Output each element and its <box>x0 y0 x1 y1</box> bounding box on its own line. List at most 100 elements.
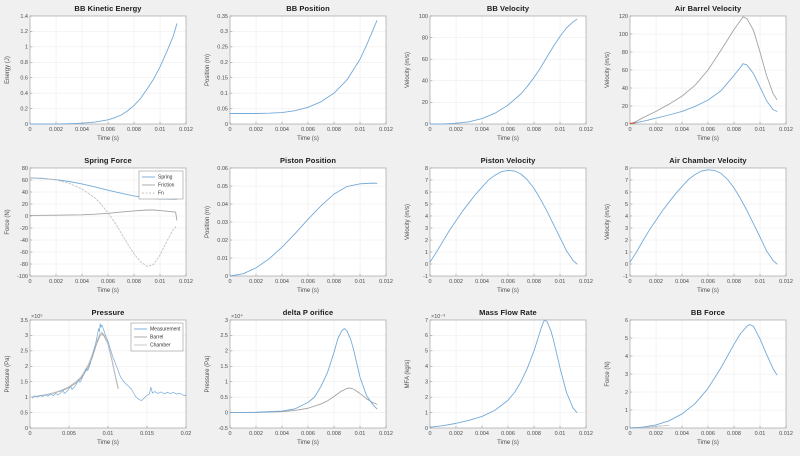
svg-text:100: 100 <box>619 32 628 38</box>
chart-title: BB Force <box>690 308 726 317</box>
svg-text:0.06: 0.06 <box>217 166 228 172</box>
svg-text:0.02: 0.02 <box>181 431 192 437</box>
svg-text:-60: -60 <box>20 250 28 256</box>
svg-text:0.01: 0.01 <box>355 431 366 437</box>
svg-text:80: 80 <box>22 166 28 172</box>
svg-text:1: 1 <box>425 410 428 416</box>
svg-text:3: 3 <box>425 226 428 232</box>
svg-text:0.006: 0.006 <box>301 431 315 437</box>
subplot-mass-flow-rate: 0 0.002 0.004 0.006 0.008 0.01 0.012 0 1 2 3 4 5 6 7 Ti… <box>400 304 600 456</box>
svg-text:0.05: 0.05 <box>217 106 228 112</box>
svg-text:0.004: 0.004 <box>275 279 289 285</box>
svg-text:0.006: 0.006 <box>701 127 715 133</box>
svg-text:0.002: 0.002 <box>649 279 663 285</box>
svg-text:5: 5 <box>625 336 628 342</box>
svg-text:×10⁵: ×10⁵ <box>31 313 43 320</box>
svg-text:2: 2 <box>25 364 28 370</box>
chart-title: BB Kinetic Energy <box>74 4 142 13</box>
svg-text:80: 80 <box>622 50 628 56</box>
chart-canvas-bb-kinetic-energy: 0 0.002 0.004 0.006 0.008 0.01 0.012 0 0.2 0.4 0.6… <box>5 14 193 142</box>
svg-text:3: 3 <box>625 226 628 232</box>
svg-text:0.05: 0.05 <box>217 184 228 190</box>
svg-text:0: 0 <box>28 279 31 285</box>
svg-text:0.004: 0.004 <box>675 431 689 437</box>
chart-title: Air Barrel Velocity <box>674 4 742 13</box>
svg-text:0.012: 0.012 <box>179 279 193 285</box>
svg-text:Fn: Fn <box>158 191 164 197</box>
svg-text:0.012: 0.012 <box>379 127 393 133</box>
svg-text:120: 120 <box>619 14 628 20</box>
svg-text:0.004: 0.004 <box>75 127 89 133</box>
svg-text:0.15: 0.15 <box>217 76 228 82</box>
subplot-delta-p-orifice: 0 0.002 0.004 0.006 0.008 0.01 0.012 -0.5 0 0.5 1 1… <box>200 304 400 456</box>
svg-text:×10⁴: ×10⁴ <box>231 313 243 320</box>
svg-text:0: 0 <box>228 127 231 133</box>
svg-text:1: 1 <box>625 250 628 256</box>
svg-text:0.004: 0.004 <box>475 279 489 285</box>
svg-text:0.006: 0.006 <box>701 431 715 437</box>
svg-text:0: 0 <box>225 274 228 280</box>
svg-text:0.4: 0.4 <box>20 91 28 97</box>
svg-text:0: 0 <box>28 127 31 133</box>
svg-text:0.012: 0.012 <box>779 279 793 285</box>
svg-text:0.8: 0.8 <box>20 60 28 66</box>
svg-text:0.35: 0.35 <box>217 14 228 20</box>
svg-text:4: 4 <box>625 214 628 220</box>
svg-text:2.5: 2.5 <box>20 349 28 355</box>
svg-text:0: 0 <box>625 262 628 268</box>
svg-text:1: 1 <box>25 395 28 401</box>
subplot-air-chamber-velocity: 0 0.002 0.004 0.006 0.008 0.01 0.012 -1 0 1 2 3 4 5 6 7… <box>600 152 800 304</box>
svg-text:Velocity (m/s): Velocity (m/s) <box>405 52 411 88</box>
svg-text:0.006: 0.006 <box>301 279 315 285</box>
svg-text:0.015: 0.015 <box>140 431 154 437</box>
svg-text:0.01: 0.01 <box>755 279 766 285</box>
chart-canvas-air-chamber-velocity: 0 0.002 0.004 0.006 0.008 0.01 0.012-101234567… <box>605 166 793 294</box>
svg-text:60: 60 <box>422 57 428 63</box>
svg-text:0: 0 <box>228 279 231 285</box>
svg-text:5: 5 <box>625 202 628 208</box>
svg-text:Measurement: Measurement <box>150 327 181 333</box>
svg-text:8: 8 <box>425 166 428 172</box>
svg-text:0.012: 0.012 <box>379 279 393 285</box>
svg-text:20: 20 <box>422 100 428 106</box>
chart-canvas-delta-p-orifice: 0 0.002 0.004 0.006 0.008 0.01 0.012-0.500.511… <box>205 313 393 446</box>
svg-text:0.25: 0.25 <box>217 45 228 51</box>
svg-text:0: 0 <box>228 431 231 437</box>
svg-text:80: 80 <box>422 35 428 41</box>
svg-text:Time (s): Time (s) <box>697 440 719 446</box>
svg-text:0.006: 0.006 <box>501 279 515 285</box>
svg-text:2: 2 <box>225 349 228 355</box>
svg-text:0.01: 0.01 <box>555 431 566 437</box>
svg-text:Time (s): Time (s) <box>497 288 519 294</box>
svg-text:0.008: 0.008 <box>327 127 341 133</box>
svg-text:60: 60 <box>622 68 628 74</box>
svg-text:0.006: 0.006 <box>501 127 515 133</box>
svg-text:0.002: 0.002 <box>449 127 463 133</box>
svg-text:Time (s): Time (s) <box>497 440 519 446</box>
svg-text:0.01: 0.01 <box>155 127 166 133</box>
svg-text:Pressure (Pa): Pressure (Pa) <box>5 355 11 392</box>
svg-text:0.002: 0.002 <box>449 431 463 437</box>
svg-text:0.01: 0.01 <box>217 256 228 262</box>
svg-text:2: 2 <box>625 390 628 396</box>
svg-text:0: 0 <box>28 431 31 437</box>
svg-text:0.006: 0.006 <box>301 127 315 133</box>
svg-text:7: 7 <box>625 178 628 184</box>
svg-text:0.006: 0.006 <box>101 127 115 133</box>
svg-text:0: 0 <box>425 262 428 268</box>
svg-text:MFA (kg/s): MFA (kg/s) <box>405 360 411 389</box>
svg-text:3: 3 <box>625 372 628 378</box>
svg-text:0.002: 0.002 <box>449 279 463 285</box>
chart-canvas-piston-position: 0 0.002 0.004 0.006 0.008 0.01 0.012 0 0.01 0.02 0… <box>205 166 393 294</box>
svg-text:3: 3 <box>25 333 28 339</box>
svg-text:Pressure (Pa): Pressure (Pa) <box>205 355 211 392</box>
svg-text:Velocity (m/s): Velocity (m/s) <box>605 204 611 240</box>
svg-text:0.012: 0.012 <box>579 431 593 437</box>
svg-text:1.4: 1.4 <box>20 14 28 20</box>
svg-text:Spring: Spring <box>158 175 173 181</box>
svg-text:Friction: Friction <box>158 183 175 189</box>
svg-text:0: 0 <box>625 122 628 128</box>
svg-text:0.01: 0.01 <box>755 431 766 437</box>
chart-title: BB Position <box>286 4 330 13</box>
svg-text:40: 40 <box>422 79 428 85</box>
